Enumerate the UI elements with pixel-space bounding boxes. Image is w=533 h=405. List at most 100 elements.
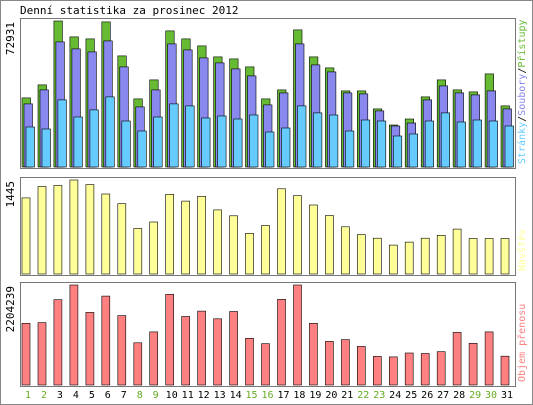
legend-transfer: Objem přenosu: [516, 304, 528, 382]
bar-visits-Návštěv-day-26: [420, 237, 430, 275]
x-tick-label: 4: [73, 390, 79, 401]
legend-visits: Návštěv: [516, 229, 528, 271]
x-tick-label: 23: [373, 390, 385, 401]
bar-transfer-Objem přenosu-day-5: [85, 312, 95, 386]
bar-visits-Návštěv-day-17: [277, 188, 286, 275]
bar-transfer-Objem přenosu-day-13: [213, 318, 222, 386]
bar-transfer-Objem přenosu-day-9: [149, 331, 158, 386]
bar-transfer-Objem přenosu-day-21: [341, 339, 350, 386]
x-tick-label: 17: [277, 390, 289, 401]
bar-visits-Návštěv-day-16: [261, 225, 270, 275]
bar-visits-Návštěv-day-3: [53, 185, 63, 275]
panel-transfer: 2204239 Objem přenosu: [4, 282, 528, 387]
bar-hits-Stránky-day-24: [392, 135, 403, 168]
x-tick-label: 26: [421, 390, 433, 401]
legend-item: Návštěv: [516, 229, 528, 271]
panel-visits: 1445 Návštěv: [4, 177, 528, 276]
bar-hits-Stránky-day-15: [249, 114, 259, 168]
legend-item: Soubory: [517, 74, 528, 116]
bar-hits-Stránky-day-7: [121, 120, 131, 168]
bar-hits-Stránky-day-12: [201, 117, 211, 168]
bar-hits-Stránky-day-28: [456, 121, 466, 168]
bar-visits-Návštěv-day-25: [404, 241, 414, 275]
bar-hits-Stránky-day-19: [313, 112, 323, 168]
x-tick-label: 13: [214, 390, 226, 401]
series-Stránky: [25, 96, 514, 168]
bar-hits-Stránky-day-25: [408, 133, 419, 168]
bar-visits-Návštěv-day-14: [229, 215, 238, 275]
bar-hits-Stránky-day-3: [57, 99, 67, 168]
bar-hits-Stránky-day-14: [233, 118, 243, 168]
x-tick-label: 7: [121, 390, 127, 401]
bar-transfer-Objem přenosu-day-27: [436, 351, 446, 386]
x-axis-labels: 1 2 3 4 5 6 7 8 9 10 11 12 13 14 15 16 17 18 19 20 21 22 23 24 2…: [25, 390, 513, 401]
bar-hits-Stránky-day-6: [105, 96, 115, 168]
legend-item: Objem přenosu: [516, 304, 528, 382]
x-tick-label: 19: [309, 390, 321, 401]
bar-visits-Návštěv-day-21: [341, 226, 350, 275]
bar-hits-Stránky-day-10: [169, 103, 179, 168]
bar-visits-Návštěv-day-9: [149, 221, 158, 275]
bar-visits-Návštěv-day-22: [356, 234, 366, 275]
bar-transfer-Objem přenosu-day-3: [53, 299, 63, 386]
x-tick-label: 31: [501, 390, 513, 401]
bar-visits-Návštěv-day-13: [213, 209, 222, 275]
bar-transfer-Objem přenosu-day-20: [325, 341, 334, 386]
bar-transfer-Objem přenosu-day-28: [452, 332, 462, 386]
x-tick-label: 6: [105, 390, 111, 401]
bar-hits-Stránky-day-26: [424, 120, 435, 168]
series-Objem přenosu: [21, 284, 510, 386]
bar-visits-Návštěv-day-31: [500, 238, 510, 275]
x-tick-label: 24: [389, 390, 401, 401]
bar-hits-Stránky-day-22: [360, 119, 371, 168]
legend-item: /: [517, 116, 528, 122]
x-tick-label: 14: [230, 390, 242, 401]
x-tick-label: 29: [469, 390, 481, 401]
bar-transfer-Objem přenosu-day-11: [181, 316, 190, 386]
legend-item: Přístupy: [516, 19, 528, 67]
bar-hits-Stránky-day-29: [472, 119, 482, 168]
bar-hits-Stránky-day-20: [329, 114, 339, 168]
bar-visits-Návštěv-day-12: [197, 196, 206, 275]
bar-visits-Návštěv-day-11: [181, 200, 190, 275]
bar-hits-Stránky-day-13: [217, 115, 227, 168]
bar-hits-Stránky-day-27: [440, 112, 451, 168]
x-tick-label: 1: [25, 390, 31, 401]
bar-visits-Návštěv-day-28: [452, 228, 462, 275]
x-tick-label: 11: [182, 390, 194, 401]
bar-transfer-Objem přenosu-day-4: [69, 284, 79, 386]
bar-visits-Návštěv-day-2: [37, 186, 47, 275]
legend-hits: Stránky/Soubory/Přístupy: [516, 19, 528, 164]
bar-hits-Stránky-day-17: [281, 127, 291, 168]
x-tick-label: 22: [357, 390, 369, 401]
bar-hits-Stránky-day-9: [153, 116, 163, 168]
bar-transfer-Objem přenosu-day-19: [309, 322, 318, 386]
x-tick-label: 16: [261, 390, 273, 401]
max-value-label-hits: 72931: [4, 22, 17, 55]
x-tick-label: 10: [166, 390, 178, 401]
bar-transfer-Objem přenosu-day-8: [133, 342, 143, 386]
bar-visits-Návštěv-day-5: [85, 184, 95, 275]
bar-hits-Stránky-day-31: [504, 125, 514, 168]
bar-transfer-Objem přenosu-day-12: [197, 310, 206, 386]
bar-transfer-Objem přenosu-day-31: [500, 355, 510, 386]
bar-transfer-Objem přenosu-day-7: [117, 315, 127, 386]
bar-hits-Stránky-day-21: [345, 130, 355, 168]
bar-visits-Návštěv-day-27: [436, 235, 446, 275]
bar-visits-Návštěv-day-20: [325, 215, 334, 275]
bar-hits-Stránky-day-11: [185, 105, 195, 168]
bar-visits-Návštěv-day-15: [245, 233, 254, 275]
x-tick-label: 27: [437, 390, 449, 401]
bar-hits-Stránky-day-5: [89, 109, 99, 168]
bar-hits-Stránky-day-8: [137, 130, 147, 168]
chart-panels: 72931Stránky/Soubory/Přístupy1445Návštěv…: [4, 18, 528, 387]
x-tick-label: 2: [41, 390, 47, 401]
x-tick-label: 9: [153, 390, 159, 401]
bar-hits-Stránky-day-16: [265, 131, 275, 168]
series-Návštěv: [21, 179, 510, 275]
bar-transfer-Objem přenosu-day-29: [468, 342, 478, 386]
bar-transfer-Objem přenosu-day-22: [356, 346, 366, 386]
bar-visits-Návštěv-day-18: [293, 195, 302, 275]
